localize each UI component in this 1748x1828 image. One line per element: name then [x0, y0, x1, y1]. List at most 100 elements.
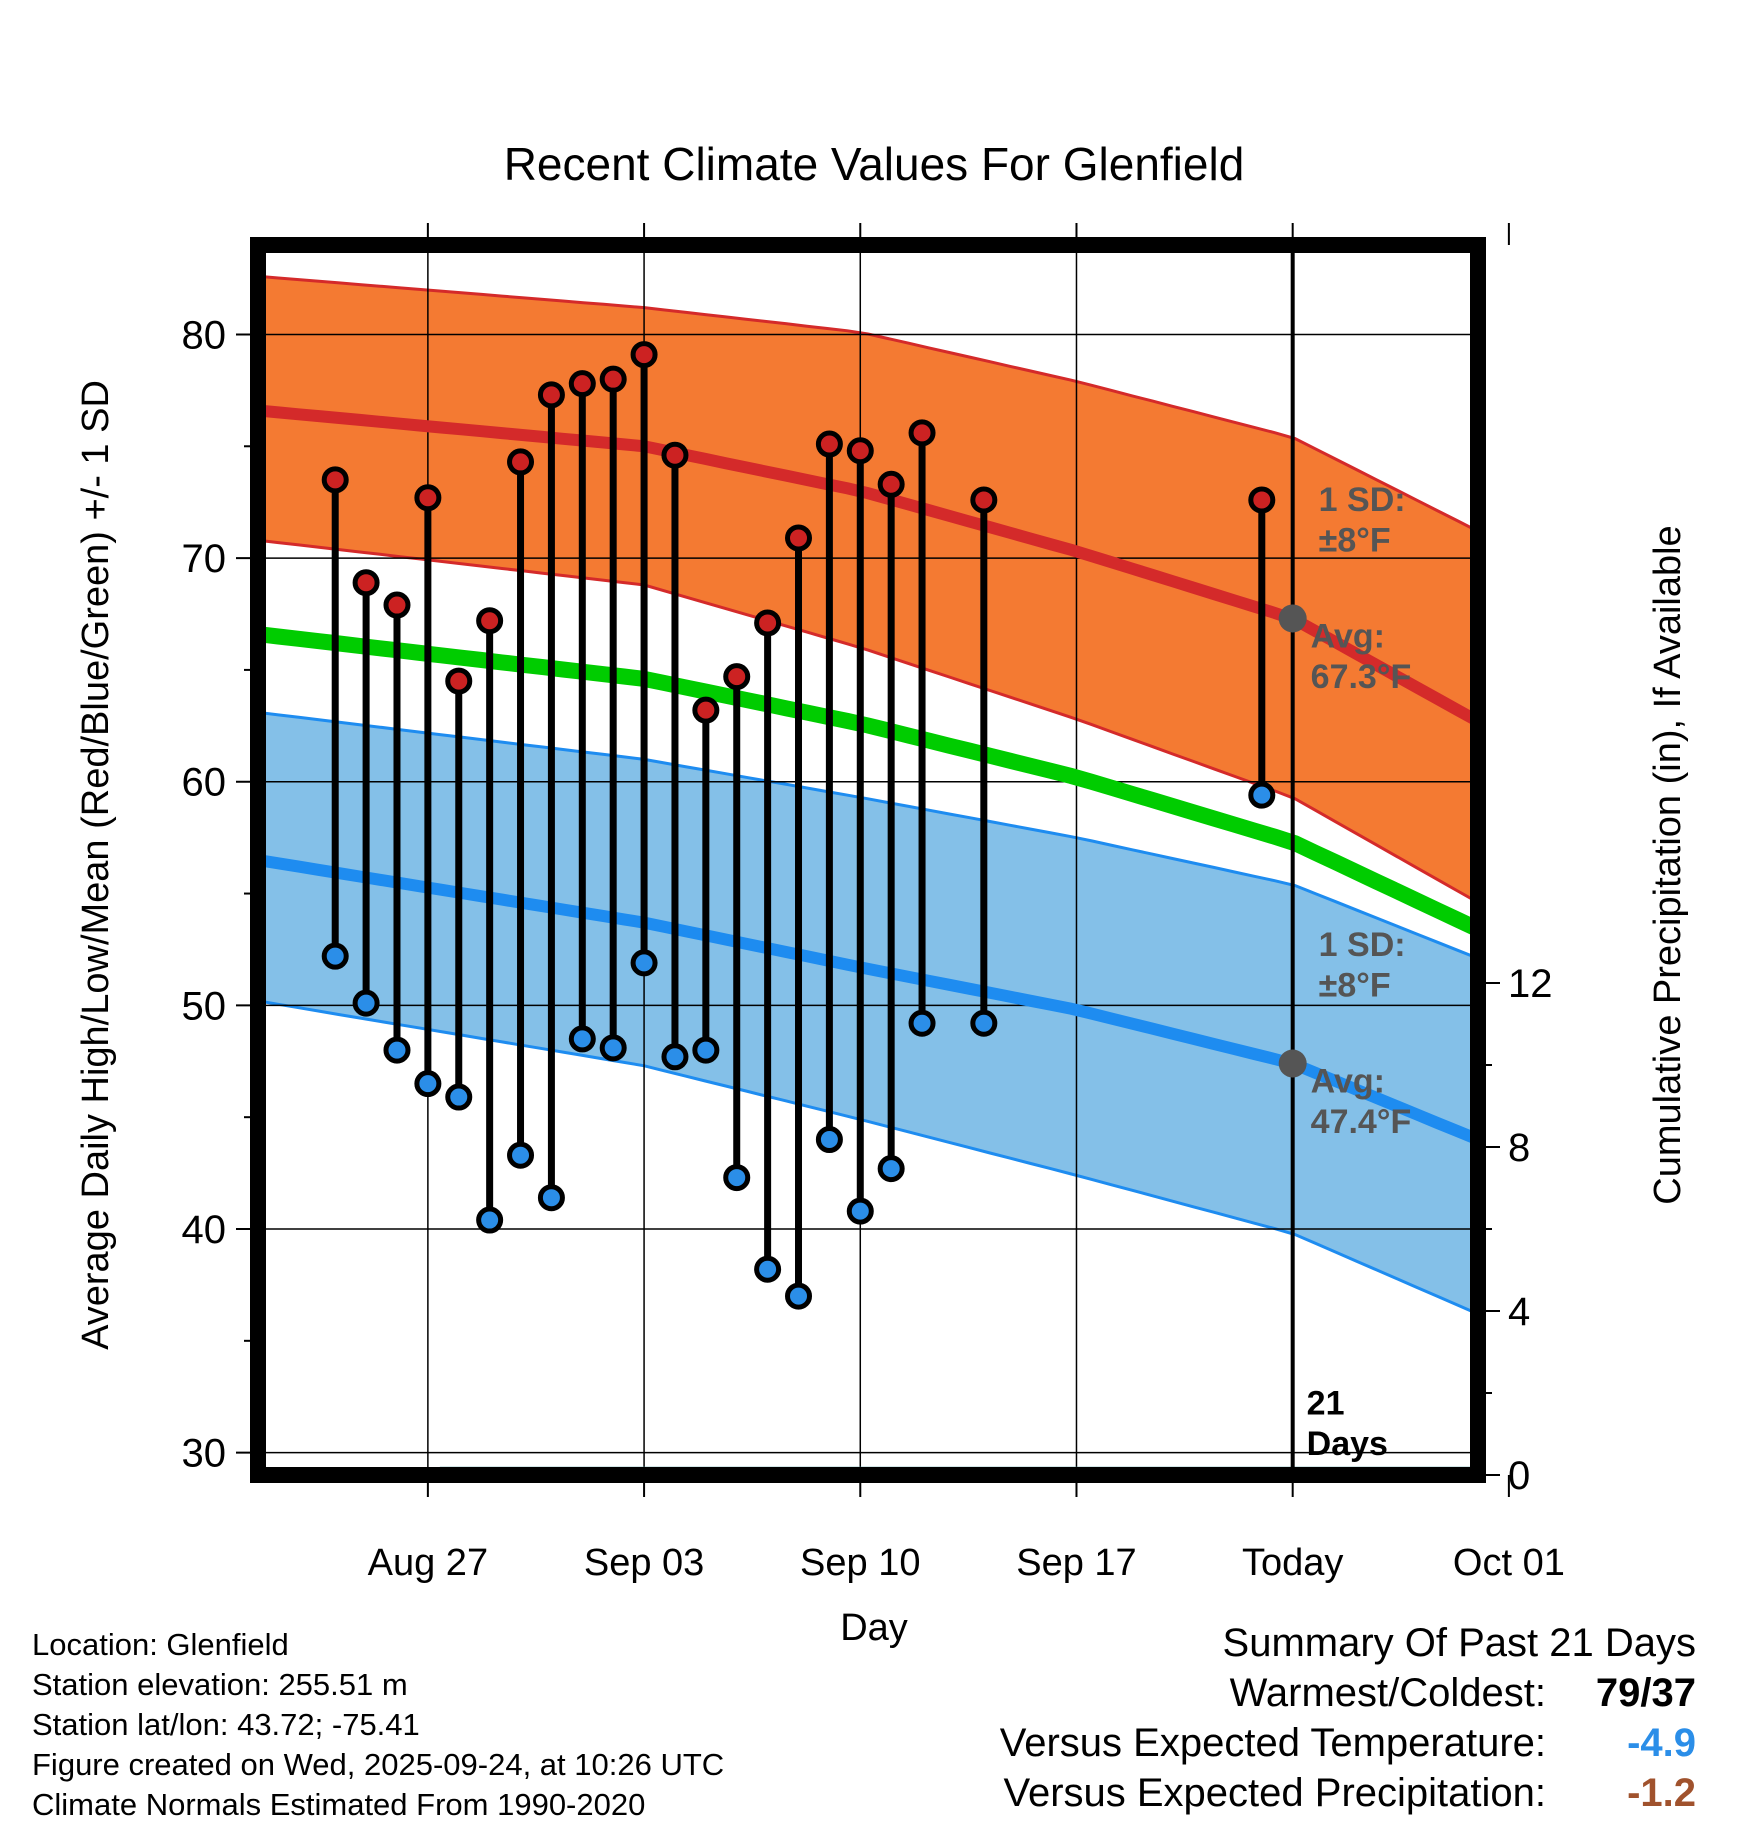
y2-tick-label: 0: [1508, 1454, 1530, 1498]
y2-tick-label: 12: [1508, 962, 1553, 1006]
low-point: [908, 1009, 936, 1037]
high-point: [785, 524, 813, 552]
elevation-text: Station elevation: 255.51 m: [32, 1667, 408, 1702]
low-point: [661, 1043, 689, 1071]
days-unit-label: Days: [1307, 1425, 1388, 1463]
low-point: [537, 1184, 565, 1212]
station-info: Location: Glenfield Station elevation: 2…: [32, 1625, 724, 1825]
precip-value: -1.2: [1627, 1771, 1696, 1815]
summary-panel: Summary Of Past 21 Days Warmest/Coldest:…: [1000, 1618, 1696, 1818]
high-point: [445, 667, 473, 695]
summary-title: Summary Of Past 21 Days: [1222, 1621, 1696, 1665]
high-point: [815, 430, 843, 458]
high-avg-marker: [1278, 604, 1307, 633]
x-tick-label: Oct 01: [1453, 1542, 1565, 1584]
latlon-text: Station lat/lon: 43.72; -75.41: [32, 1707, 420, 1742]
x-tick-label: Sep 10: [800, 1542, 920, 1584]
low-point: [476, 1206, 504, 1234]
low-point: [970, 1009, 998, 1037]
summary-warmest-row: Warmest/Coldest: 79/37: [1000, 1668, 1696, 1718]
high-point: [537, 381, 565, 409]
plot-frame: [250, 237, 1486, 1483]
normal-mean-line: [258, 626, 1478, 937]
x-tick-label: Sep 17: [1016, 1542, 1136, 1584]
chart-title: Recent Climate Values For Glenfield: [504, 138, 1245, 190]
y2-tick-label: 8: [1508, 1126, 1530, 1170]
low-sd-band: [258, 712, 1478, 1314]
low-point: [846, 1197, 874, 1225]
low-avg-marker: [1278, 1049, 1307, 1078]
high-point: [383, 591, 411, 619]
high-point: [568, 370, 596, 398]
x-tick-label: Today: [1242, 1542, 1343, 1584]
low-point: [568, 1025, 596, 1053]
low-sd-label: 1 SD:: [1319, 926, 1406, 964]
low-point: [599, 1034, 627, 1062]
y-tick-label: 60: [182, 761, 227, 805]
high-point: [908, 419, 936, 447]
high-avg-value: 67.3°F: [1311, 658, 1412, 696]
low-sd-value: ±8°F: [1319, 966, 1391, 1004]
y2-tick-label: 4: [1508, 1290, 1530, 1334]
y-tick-label: 80: [182, 313, 227, 357]
low-point: [445, 1083, 473, 1111]
low-avg-label: Avg:: [1311, 1063, 1385, 1101]
low-point: [321, 942, 349, 970]
y-axis-label: Average Daily High/Low/Mean (Red/Blue/Gr…: [75, 380, 117, 1350]
low-point: [723, 1164, 751, 1192]
low-point: [507, 1141, 535, 1169]
low-point: [692, 1036, 720, 1064]
high-point: [476, 607, 504, 635]
x-axis-label: Day: [840, 1607, 908, 1649]
low-point: [352, 989, 380, 1017]
high-point: [507, 448, 535, 476]
precip-label: Versus Expected Precipitation:: [1003, 1771, 1546, 1815]
y-tick-label: 70: [182, 537, 227, 581]
created-text: Figure created on Wed, 2025-09-24, at 10…: [32, 1747, 725, 1782]
low-point: [785, 1282, 813, 1310]
low-point: [877, 1155, 905, 1183]
summary-temp-row: Versus Expected Temperature: -4.9: [1000, 1718, 1696, 1768]
low-point: [414, 1070, 442, 1098]
low-point: [383, 1036, 411, 1064]
high-point: [1248, 486, 1276, 514]
high-point: [877, 470, 905, 498]
high-point: [321, 466, 349, 494]
x-tick-label: Aug 27: [368, 1542, 488, 1584]
y-tick-label: 40: [182, 1208, 227, 1252]
high-point: [723, 663, 751, 691]
low-point: [630, 949, 658, 977]
y-tick-label: 30: [182, 1432, 227, 1476]
high-point: [599, 365, 627, 393]
warmest-label: Warmest/Coldest:: [1229, 1671, 1546, 1715]
low-point: [1248, 781, 1276, 809]
temp-label: Versus Expected Temperature:: [999, 1721, 1546, 1765]
summary-precip-row: Versus Expected Precipitation: -1.2: [1000, 1768, 1696, 1818]
x-tick-label: Sep 03: [584, 1542, 704, 1584]
temp-value: -4.9: [1627, 1721, 1696, 1765]
high-point: [754, 609, 782, 637]
high-point: [692, 696, 720, 724]
location-text: Location: Glenfield: [32, 1627, 289, 1662]
low-point: [754, 1255, 782, 1283]
y-tick-label: 50: [182, 984, 227, 1028]
normal-high-line: [258, 404, 1478, 727]
low-avg-value: 47.4°F: [1311, 1103, 1412, 1141]
high-point: [630, 341, 658, 369]
high-sd-value: ±8°F: [1319, 521, 1391, 559]
y2-axis-label: Cumulative Precipitation (in), If Availa…: [1647, 525, 1689, 1204]
high-point: [661, 441, 689, 469]
normals-text: Climate Normals Estimated From 1990-2020: [32, 1787, 646, 1822]
high-sd-label: 1 SD:: [1319, 481, 1406, 519]
high-avg-label: Avg:: [1311, 618, 1385, 656]
high-point: [352, 569, 380, 597]
warmest-value: 79/37: [1595, 1671, 1696, 1715]
high-lower-edge: [258, 538, 1478, 904]
high-point: [414, 484, 442, 512]
high-point: [970, 486, 998, 514]
low-point: [815, 1126, 843, 1154]
high-point: [846, 437, 874, 465]
